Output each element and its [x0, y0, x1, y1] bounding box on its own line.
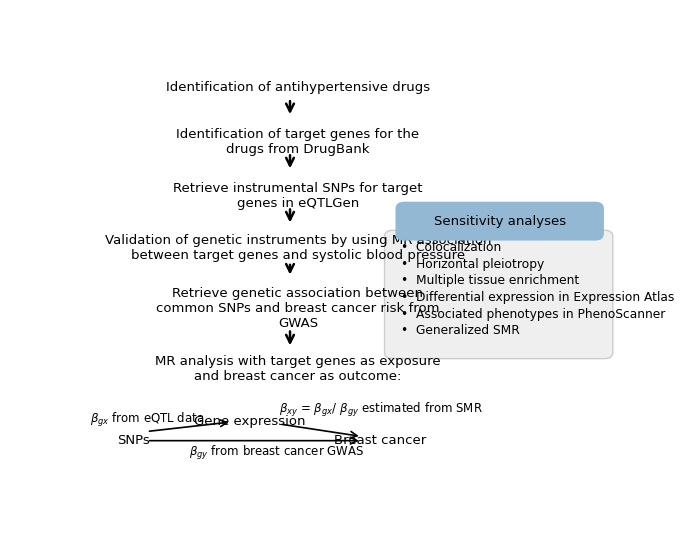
Text: Retrieve genetic association between
common SNPs and breast cancer risk from
GWA: Retrieve genetic association between com… — [156, 287, 440, 330]
Text: Sensitivity analyses: Sensitivity analyses — [434, 215, 566, 228]
Text: Identification of antihypertensive drugs: Identification of antihypertensive drugs — [166, 81, 430, 94]
Text: •  Generalized SMR: • Generalized SMR — [401, 324, 520, 337]
FancyBboxPatch shape — [384, 230, 613, 359]
FancyBboxPatch shape — [396, 202, 603, 240]
Text: $\beta_{gx}$ from eQTL data: $\beta_{gx}$ from eQTL data — [90, 411, 204, 429]
Text: Retrieve instrumental SNPs for target
genes in eQTLGen: Retrieve instrumental SNPs for target ge… — [173, 182, 423, 210]
Text: •  Horizontal pleiotropy: • Horizontal pleiotropy — [401, 258, 545, 270]
Text: SNPs: SNPs — [117, 434, 150, 447]
Text: •  Multiple tissue enrichment: • Multiple tissue enrichment — [401, 274, 580, 287]
Text: Gene expression: Gene expression — [195, 414, 306, 427]
Text: •  Colocalization: • Colocalization — [401, 241, 501, 254]
Text: MR analysis with target genes as exposure
and breast cancer as outcome:: MR analysis with target genes as exposur… — [155, 355, 440, 383]
Text: Breast cancer: Breast cancer — [334, 434, 426, 447]
Text: Validation of genetic instruments by using MR association
between target genes a: Validation of genetic instruments by usi… — [105, 234, 491, 262]
Text: •  Differential expression in Expression Atlas: • Differential expression in Expression … — [401, 291, 675, 304]
Text: •  Associated phenotypes in PhenoScanner: • Associated phenotypes in PhenoScanner — [401, 307, 666, 320]
Text: $\beta_{gy}$ from breast cancer GWAS: $\beta_{gy}$ from breast cancer GWAS — [189, 444, 364, 462]
Text: $\beta_{xy}$ = $\beta_{gx}$/ $\beta_{gy}$ estimated from SMR: $\beta_{xy}$ = $\beta_{gx}$/ $\beta_{gy}… — [279, 401, 483, 419]
Text: Identification of target genes for the
drugs from DrugBank: Identification of target genes for the d… — [177, 128, 419, 156]
